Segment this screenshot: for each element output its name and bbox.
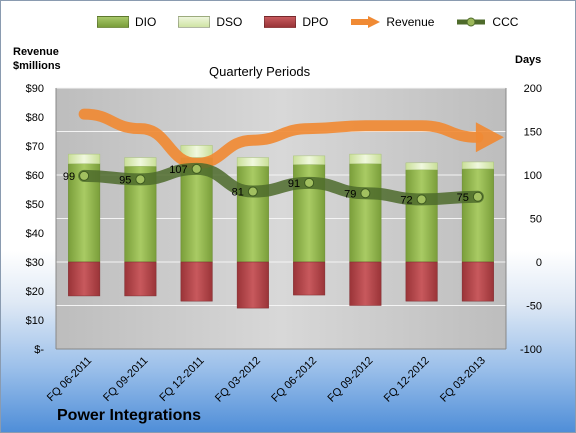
- x-tick-label: FQ 09-2012: [326, 355, 376, 405]
- dpo-bar: [68, 261, 101, 297]
- dpo-bar: [236, 261, 269, 309]
- ccc-data-label: 81: [232, 187, 244, 199]
- dpo-bar: [461, 261, 494, 302]
- ccc-line: [78, 162, 484, 206]
- legend-label-ccc: CCC: [492, 15, 519, 29]
- ccc-point: [360, 188, 371, 199]
- dio-bar: [461, 168, 494, 263]
- dso-bar: [124, 157, 157, 167]
- x-tick-label: FQ 06-2012: [269, 355, 319, 405]
- x-tick-label: FQ 03-2012: [213, 355, 263, 405]
- revenue-arrow-icon: [351, 16, 381, 28]
- ccc-point: [304, 177, 315, 188]
- left-tick-label: $70: [26, 141, 44, 153]
- left-tick-label: $90: [26, 83, 44, 95]
- dso-bar: [349, 153, 382, 164]
- x-tick-label: FQ 03-2013: [438, 355, 488, 405]
- legend-label-dpo: DPO: [302, 15, 329, 29]
- legend-item-dio: DIO: [97, 15, 156, 29]
- legend: DIO DSO DPO Revenue CCC: [97, 15, 540, 29]
- left-tick-label: $30: [26, 257, 44, 269]
- ccc-point: [79, 170, 90, 181]
- left-tick-label: $60: [26, 170, 44, 182]
- dpo-bar: [349, 261, 382, 306]
- ccc-data-label: 91: [288, 178, 300, 190]
- dso-bar: [180, 145, 213, 158]
- company-name: Power Integrations: [57, 407, 202, 424]
- ccc-series: 99 95 107 81 91 79 72 75: [63, 162, 484, 206]
- ccc-point: [135, 174, 146, 185]
- right-tick-label: 100: [524, 170, 542, 182]
- dpo-bar: [405, 261, 438, 302]
- ccc-data-label: 79: [344, 188, 356, 200]
- right-tick-label: 150: [524, 127, 542, 139]
- dso-bar: [68, 153, 101, 164]
- ccc-data-label: 75: [457, 192, 469, 204]
- left-tick-label: $40: [26, 228, 44, 240]
- dso-bar: [293, 155, 326, 165]
- left-tick-label: $10: [26, 315, 44, 327]
- dio-bar: [236, 166, 269, 263]
- ccc-data-label: 107: [169, 164, 187, 176]
- right-tick-label: 50: [530, 214, 542, 226]
- legend-label-dso: DSO: [216, 15, 243, 29]
- legend-item-revenue: Revenue: [350, 15, 434, 29]
- x-tick-label: FQ 12-2011: [157, 355, 206, 404]
- dpo-bar: [124, 261, 157, 297]
- legend-item-dpo: DPO: [264, 15, 328, 29]
- x-tick-label: FQ 06-2011: [45, 355, 94, 404]
- revenue-arrowhead: [475, 122, 504, 153]
- ccc-point: [472, 191, 483, 202]
- dpo-swatch: [264, 16, 297, 28]
- dio-swatch: [97, 16, 129, 28]
- revenue-line: [78, 108, 484, 169]
- ccc-data-label: 99: [63, 171, 75, 183]
- right-tick-label: 0: [536, 257, 542, 269]
- revenue-series: [78, 108, 504, 169]
- x-tick-label: FQ 12-2012: [382, 355, 432, 405]
- legend-label-dio: DIO: [135, 15, 157, 29]
- legend-label-revenue: Revenue: [386, 15, 435, 29]
- dso-swatch: [178, 16, 211, 28]
- left-axis-title-line2: $millions: [13, 60, 61, 72]
- left-tick-label: $50: [26, 199, 44, 211]
- ccc-line-icon: [457, 17, 486, 27]
- left-axis-title-line1: Revenue: [13, 46, 59, 58]
- right-axis-title: Days: [515, 54, 542, 66]
- ccc-point: [416, 194, 427, 205]
- dio-bar: [349, 163, 382, 263]
- left-axis-title: Revenue $millions: [13, 45, 61, 73]
- dso-bar: [405, 162, 438, 171]
- dso-bar: [461, 161, 494, 170]
- ccc-point: [247, 186, 258, 197]
- ccc-data-label: 72: [400, 194, 412, 206]
- right-tick-label: -100: [520, 344, 542, 356]
- ccc-point: [191, 163, 202, 174]
- legend-item-dso: DSO: [178, 15, 242, 29]
- legend-item-ccc: CCC: [456, 15, 518, 29]
- dio-bar: [405, 169, 438, 263]
- dso-bar: [236, 157, 269, 167]
- plot-title: Quarterly Periods: [209, 64, 311, 79]
- left-tick-label: $-: [34, 344, 44, 356]
- ccc-data-label: 95: [119, 174, 131, 186]
- right-tick-label: -50: [526, 301, 542, 313]
- dpo-bar: [293, 261, 326, 296]
- left-tick-label: $20: [26, 286, 44, 298]
- x-tick-label: FQ 09-2011: [101, 355, 150, 404]
- right-tick-label: 200: [524, 83, 542, 95]
- dpo-bar: [180, 261, 213, 302]
- left-tick-label: $80: [26, 112, 44, 124]
